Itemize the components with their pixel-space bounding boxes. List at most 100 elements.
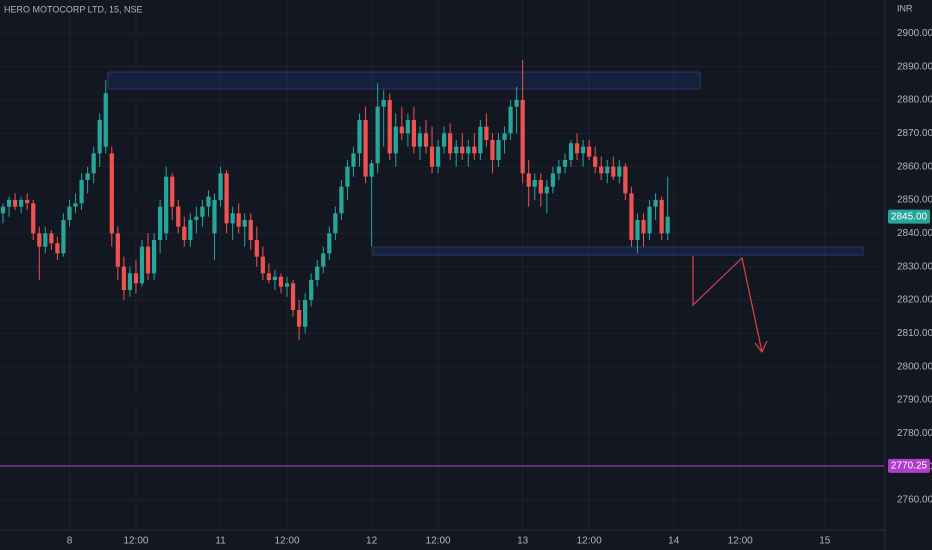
- y-tick-label: 2860.00: [897, 161, 932, 172]
- candle-body: [520, 100, 525, 174]
- candle-body: [357, 120, 362, 154]
- x-tick-label: 12:00: [728, 536, 753, 547]
- candle-body: [121, 266, 126, 290]
- candle-body: [526, 173, 531, 187]
- last-price-tag: [888, 209, 930, 224]
- candle-body: [574, 143, 580, 154]
- candle-body: [230, 213, 235, 224]
- candle-body: [363, 120, 368, 177]
- candle-body: [290, 283, 296, 310]
- candle-body: [423, 133, 429, 147]
- candle-body: [629, 193, 634, 240]
- arrow-head: [754, 340, 768, 354]
- y-tick-label: 2900.00: [897, 28, 932, 39]
- y-tick-label: 2790.00: [897, 395, 932, 406]
- candle-body: [194, 216, 199, 220]
- candle-body: [611, 166, 616, 177]
- candle-body: [484, 126, 489, 140]
- candle-body: [133, 273, 139, 284]
- candle-body: [587, 146, 592, 157]
- candle-body: [653, 200, 658, 207]
- candle-body: [605, 166, 610, 174]
- candle-body: [339, 186, 344, 214]
- x-tick-label: 12:00: [274, 536, 299, 547]
- candle-body: [43, 233, 48, 247]
- resistance-zone: [107, 71, 701, 90]
- candle-body: [460, 146, 465, 154]
- candle-body: [429, 146, 435, 167]
- y-tick-label: 2760.00: [897, 495, 932, 506]
- candle-body: [556, 166, 562, 174]
- last-price-label: 2845.00: [891, 211, 928, 222]
- y-tick-label: 2870.00: [897, 128, 932, 139]
- candle-body: [61, 220, 66, 254]
- candle-body: [321, 253, 326, 267]
- candle-body: [369, 163, 374, 177]
- candle-body: [435, 146, 441, 167]
- candle-body: [176, 206, 181, 227]
- candle-body: [641, 220, 646, 234]
- candle-body: [164, 176, 169, 234]
- candle-body: [19, 200, 24, 207]
- candle-body: [284, 283, 290, 287]
- candle-body: [442, 133, 447, 147]
- candle-body: [303, 300, 308, 327]
- candle-body: [145, 246, 151, 274]
- candle-body: [387, 100, 392, 154]
- candle-body: [109, 153, 114, 234]
- x-tick-label: 8: [67, 536, 73, 547]
- y-tick-label: 2820.00: [897, 295, 932, 306]
- candle-body: [399, 126, 404, 134]
- candle-body: [25, 200, 30, 204]
- candle-body: [345, 166, 350, 187]
- y-tick-label: 2800.00: [897, 361, 932, 372]
- candle-body: [466, 146, 471, 154]
- candle-body: [665, 216, 670, 234]
- candle-body: [85, 173, 90, 180]
- chart-title: HERO MOTOCORP LTD, 15, NSE: [4, 4, 143, 14]
- candle-body: [448, 133, 453, 154]
- candle-body: [12, 200, 18, 207]
- candle-body: [599, 166, 604, 174]
- y-tick-label: 2880.00: [897, 95, 932, 106]
- grid: [0, 0, 884, 530]
- candle-body: [224, 173, 229, 224]
- candle-body: [580, 146, 586, 154]
- candle-body: [242, 220, 247, 227]
- candle-body: [351, 153, 356, 167]
- candle-body: [405, 120, 410, 134]
- candle-body: [248, 220, 253, 240]
- x-tick-label: 15: [819, 536, 831, 547]
- x-tick-label: 11: [215, 536, 226, 547]
- candle-body: [502, 133, 507, 140]
- candle-body: [309, 280, 314, 300]
- candle-body: [647, 206, 652, 234]
- currency: INR: [897, 3, 913, 13]
- candle-body: [562, 160, 568, 167]
- candle-body: [49, 233, 54, 244]
- candle-body: [272, 276, 278, 280]
- candle-body: [659, 200, 664, 234]
- candles: [0, 60, 670, 340]
- candle-body: [490, 140, 495, 160]
- candle-body: [544, 186, 549, 194]
- candle-body: [182, 226, 187, 240]
- x-tick-label: 13: [517, 536, 529, 547]
- x-tick-label: 12:00: [426, 536, 451, 547]
- support-zone: [372, 246, 864, 256]
- candle-body: [260, 256, 265, 274]
- candle-body: [170, 176, 175, 207]
- candle-body: [417, 133, 423, 147]
- candle-body: [103, 93, 108, 147]
- candle-body: [73, 203, 78, 207]
- projection-arrow: [692, 256, 763, 353]
- candle-body: [514, 100, 519, 107]
- candle-body: [200, 206, 205, 217]
- candle-body: [115, 233, 120, 267]
- candle-body: [254, 240, 259, 257]
- y-tick-label: 2840.00: [897, 228, 932, 239]
- candle-body: [212, 200, 217, 234]
- candle-body: [188, 220, 193, 240]
